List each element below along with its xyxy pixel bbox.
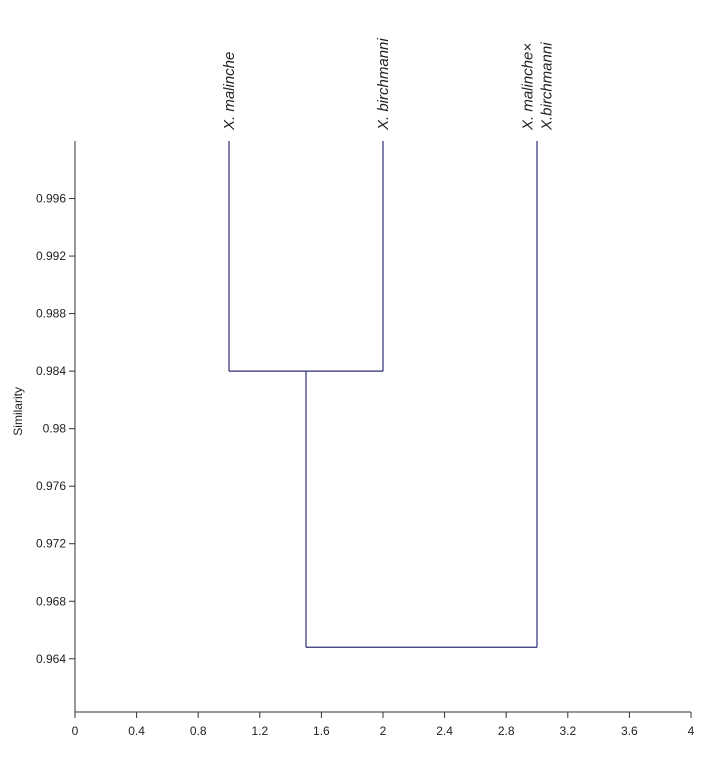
x-tick-label: 2 xyxy=(380,724,387,738)
leaf-label: X. malinche xyxy=(221,52,238,131)
y-tick-label: 0.976 xyxy=(36,479,66,493)
y-tick-label: 0.968 xyxy=(36,594,66,608)
x-tick-label: 0 xyxy=(72,724,79,738)
x-tick-label: 4 xyxy=(688,724,695,738)
y-tick-label: 0.996 xyxy=(36,192,66,206)
leaf-labels: X. malinche X. birchmanni X. malinche× X.bi… xyxy=(221,38,556,131)
x-axis-ticks: 0 0.4 0.8 1.2 1.6 2 2.4 2.8 3.2 3.6 4 xyxy=(72,712,695,738)
y-axis-title: Similarity xyxy=(11,387,25,436)
x-tick-label: 2.8 xyxy=(498,724,515,738)
x-tick-label: 1.2 xyxy=(251,724,268,738)
y-tick-label: 0.972 xyxy=(36,537,66,551)
x-tick-label: 0.8 xyxy=(190,724,207,738)
y-axis-ticks: 0.964 0.968 0.972 0.976 0.98 0.984 0.988 0.992 0… xyxy=(36,192,75,666)
dendrogram-branches xyxy=(228,141,538,648)
leaf-label: X. malinche× xyxy=(520,43,537,131)
y-tick-label: 0.984 xyxy=(36,364,66,378)
x-tick-label: 3.2 xyxy=(559,724,576,738)
leaf-label: X.birchmanni xyxy=(539,42,556,131)
y-tick-label: 0.992 xyxy=(36,249,66,263)
x-tick-label: 1.6 xyxy=(313,724,330,738)
y-tick-label: 0.98 xyxy=(43,422,67,436)
x-tick-label: 2.4 xyxy=(436,724,453,738)
x-tick-label: 0.4 xyxy=(128,724,145,738)
x-tick-label: 3.6 xyxy=(621,724,638,738)
leaf-label: X. birchmanni xyxy=(375,38,392,131)
y-tick-label: 0.988 xyxy=(36,307,66,321)
y-tick-label: 0.964 xyxy=(36,652,66,666)
